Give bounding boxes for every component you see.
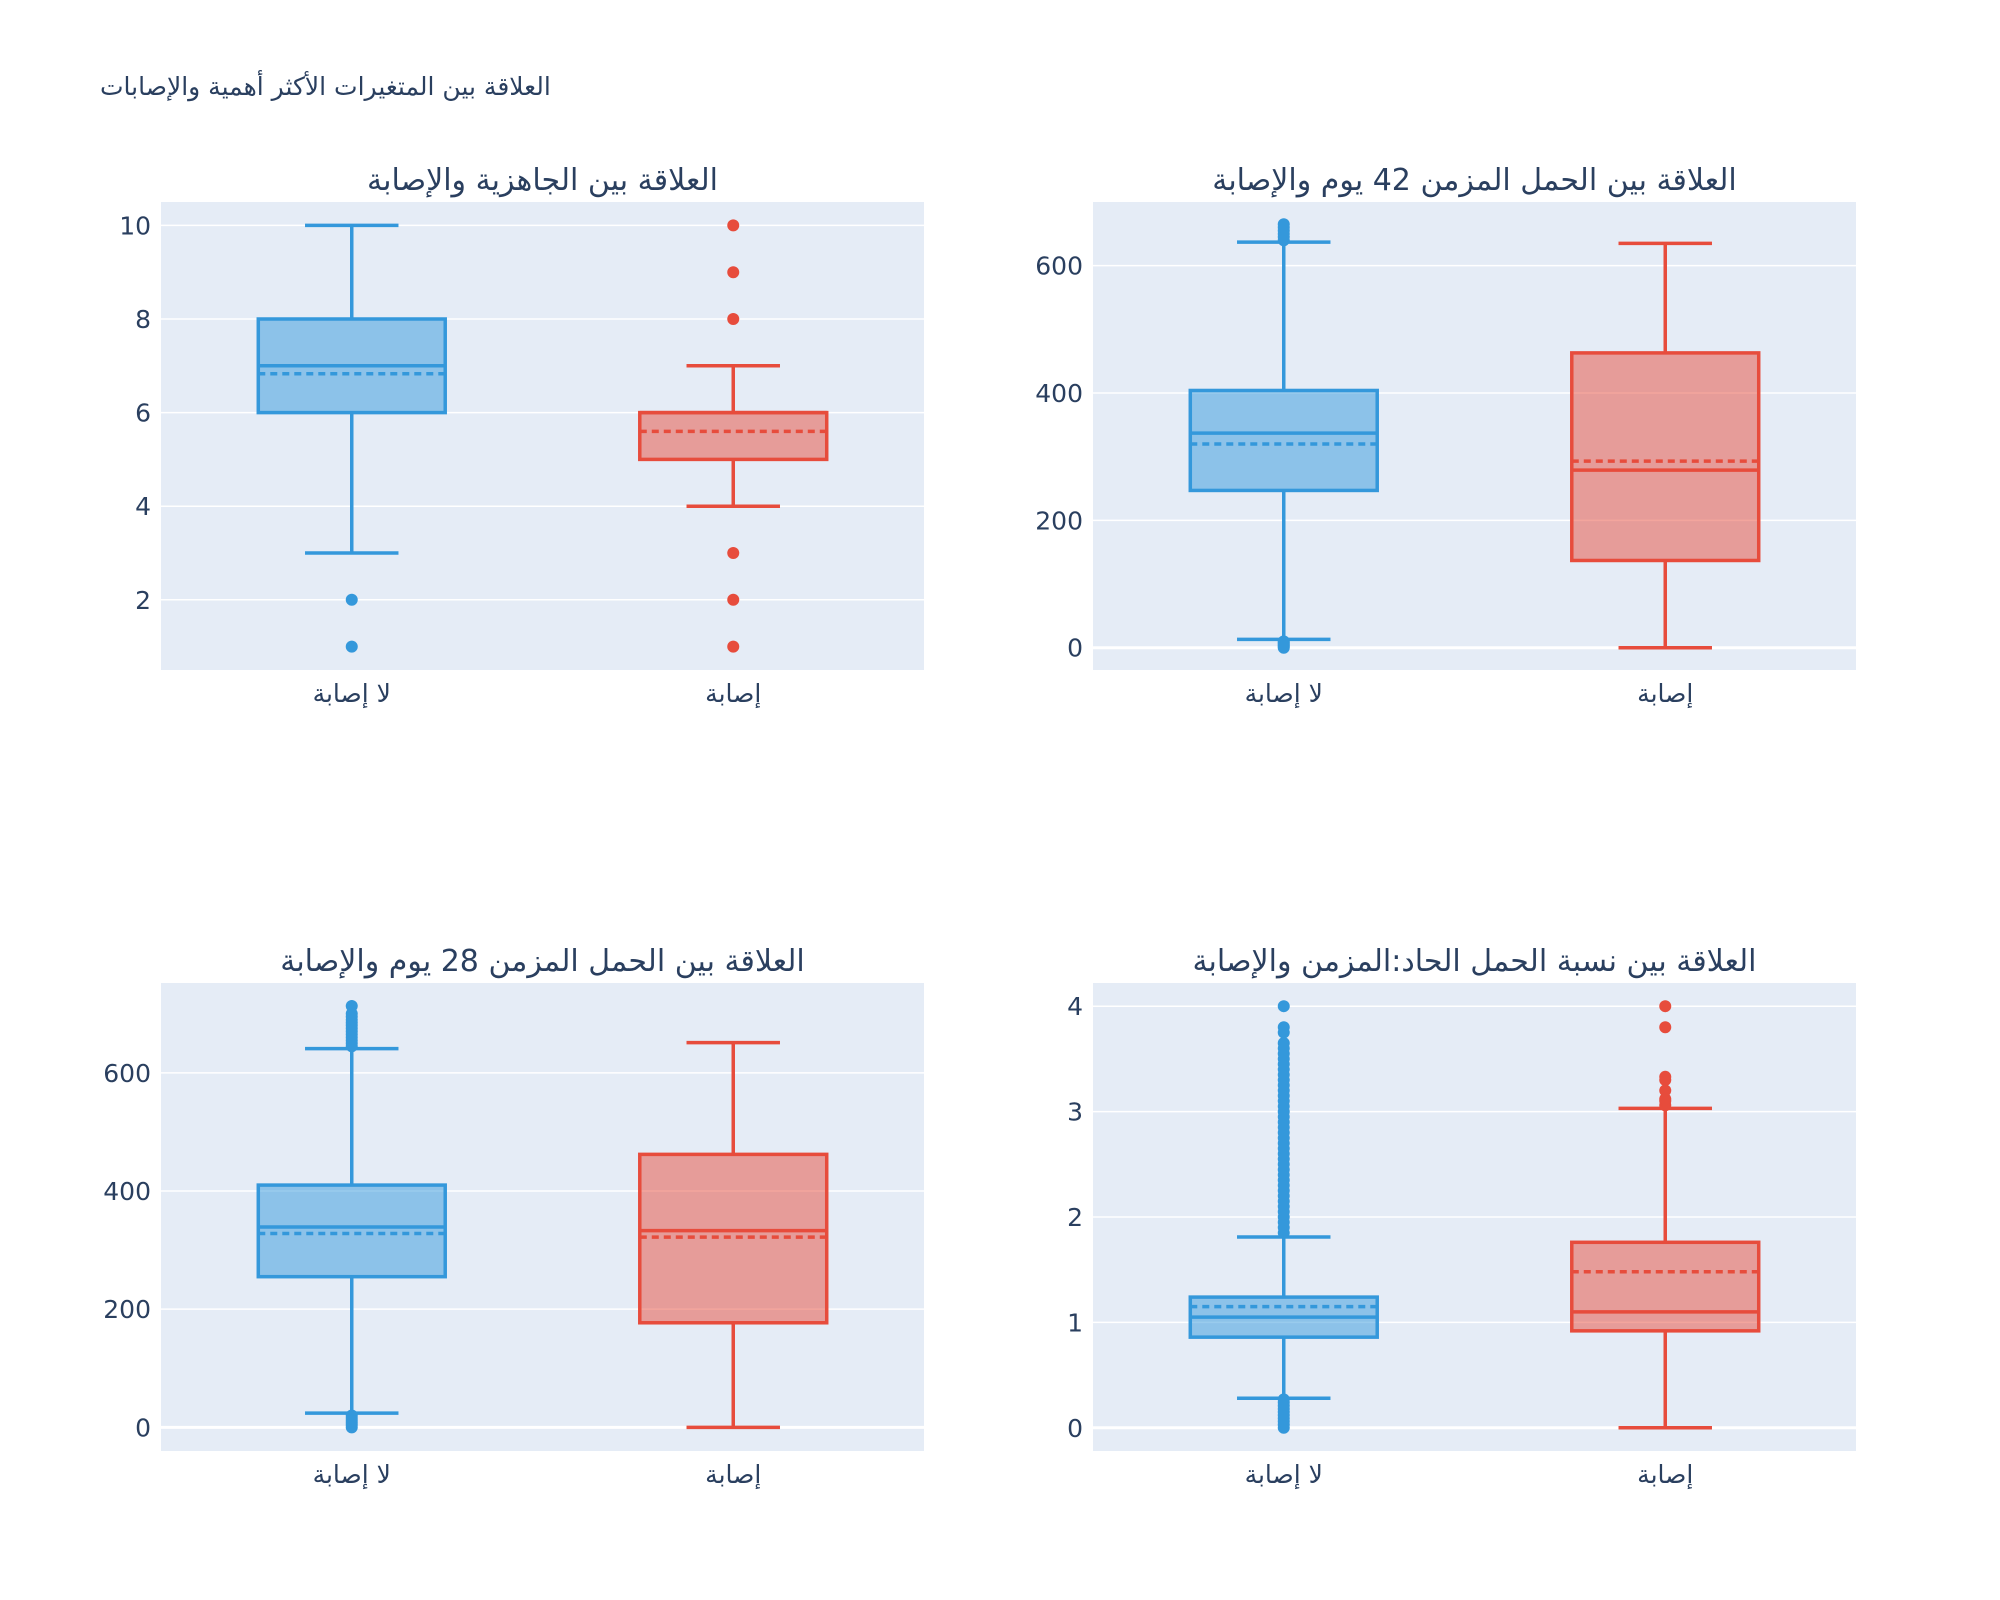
outlier-point [727,547,740,559]
outlier-point [1277,218,1290,231]
box-no_injury [1188,218,1379,654]
y-tick-label: 2 [135,586,151,615]
y-tick-label: 400 [1035,379,1083,408]
y-tick-label: 10 [119,211,151,240]
subplot-acwr: 0 1 2 3 4 العلاقة بين نسبة الحمل الحاد:المزمن… [1067,944,1856,1490]
x-tick-label: لا إصابة [1245,1460,1323,1490]
outlier-point [727,313,740,325]
box-no_injury [256,223,447,653]
y-tick-label: 600 [1035,252,1083,281]
y-tick-label: 0 [1067,1414,1083,1443]
y-tick-label: 2 [1067,1203,1083,1232]
y-tick-label: 0 [135,1413,151,1442]
y-tick-label: 3 [1067,1098,1083,1127]
outlier-point [727,219,740,232]
outlier-point [727,640,740,653]
outlier-point [1277,1393,1290,1406]
y-tick-label: 1 [1067,1308,1083,1337]
y-tick-label: 8 [135,305,151,334]
subplot-readiness: 2 4 6 8 10 العلاقة بين الجاهزية والإصابة لا إص… [119,163,924,709]
iqr-box [1570,1240,1761,1333]
box-no_injury [256,1000,447,1434]
outlier-point [1277,635,1290,648]
iqr-box [256,1183,447,1279]
outlier-point [1659,1070,1672,1083]
box-injury [638,219,829,653]
outlier-point [1659,1092,1672,1105]
iqr-box [1570,351,1761,563]
outlier-point [1659,1000,1672,1013]
y-tick-label: 6 [135,399,151,428]
box-injury [1570,1000,1761,1430]
y-tick-label: 200 [1035,506,1083,535]
outlier-point [345,640,358,653]
outlier-point [345,1000,358,1013]
outlier-point [727,593,740,606]
x-tick-label: لا إصابة [313,679,391,709]
subplot-chronic-load-42d: 0 200 400 600 العلاقة بين الحمل المزمن 42 يو… [1035,163,1856,709]
box-injury [638,1040,829,1430]
y-tick-label: 200 [103,1295,151,1324]
x-tick-label: لا إصابة [1245,679,1323,709]
y-tick-label: 0 [1067,634,1083,663]
outlier-point [345,1409,358,1422]
y-tick-label: 4 [135,492,151,521]
outlier-point [1277,1037,1290,1050]
figure-title: العلاقة بين المتغيرات الأكثر أهمية والإص… [100,72,551,101]
outlier-point [345,593,358,606]
x-tick-label: إصابة [705,1460,761,1490]
y-tick-label: 400 [103,1177,151,1206]
x-tick-label: إصابة [705,679,761,709]
subplot-title: العلاقة بين نسبة الحمل الحاد:المزمن والإ… [1192,944,1756,979]
subplot-title: العلاقة بين الحمل المزمن 28 يوم والإصابة [280,944,805,979]
outlier-point [1659,1084,1672,1097]
subplot-title: العلاقة بين الجاهزية والإصابة [367,163,718,198]
iqr-box [1188,388,1379,493]
box-injury [1570,241,1761,650]
outlier-point [1277,1000,1290,1013]
outlier-point [727,266,740,279]
box-no_injury [1188,1000,1379,1434]
x-tick-label: لا إصابة [313,1460,391,1490]
y-tick-label: 4 [1067,992,1083,1021]
iqr-box [638,1152,829,1325]
y-tick-label: 600 [103,1059,151,1088]
iqr-box [638,410,829,462]
x-tick-label: إصابة [1637,1460,1693,1490]
subplot-chronic-load-28d: 0 200 400 600 العلاقة بين الحمل المزمن 28 يو… [103,944,924,1490]
x-tick-label: إصابة [1637,679,1693,709]
outlier-point [1659,1021,1672,1034]
subplot-title: العلاقة بين الحمل المزمن 42 يوم والإصابة [1212,163,1737,198]
outlier-point [1277,1021,1290,1034]
